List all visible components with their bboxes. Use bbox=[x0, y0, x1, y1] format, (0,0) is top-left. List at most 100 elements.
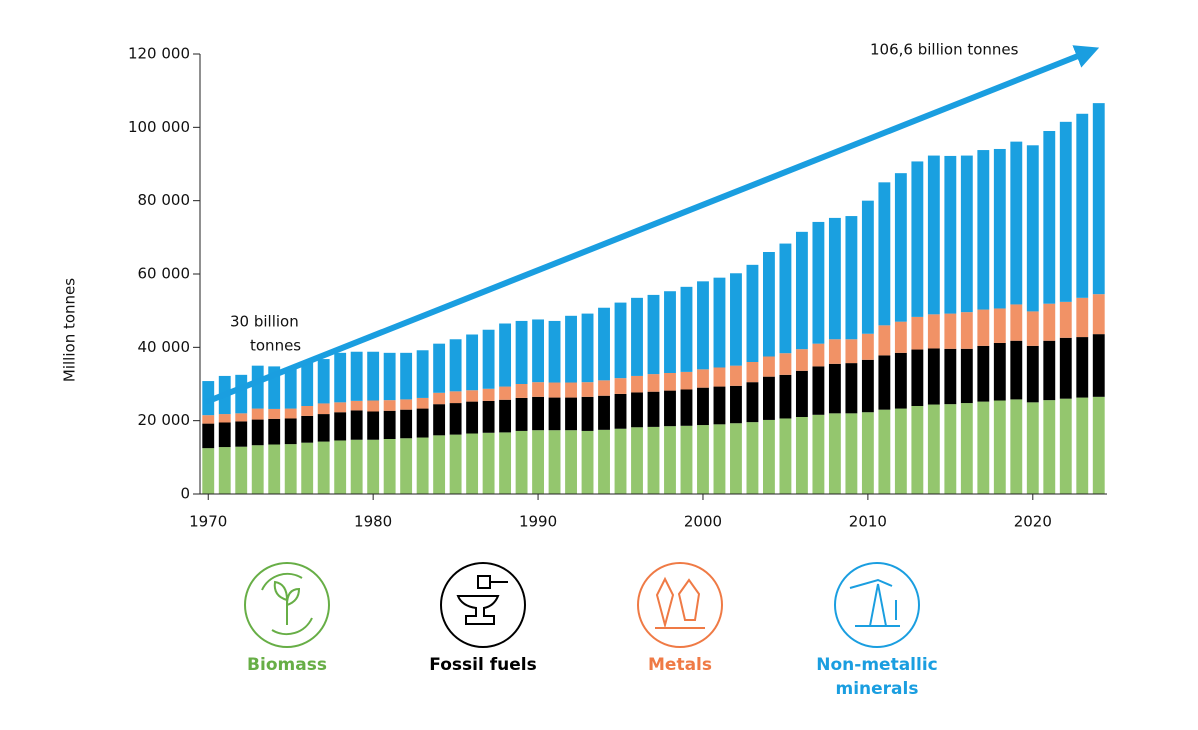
y-tick-label: 40 000 bbox=[138, 338, 191, 356]
bar-segment bbox=[894, 173, 907, 322]
bar-segment bbox=[944, 313, 957, 349]
bar-segment bbox=[383, 352, 396, 401]
bar-segment bbox=[894, 321, 907, 353]
annotation: 106,6 billion tonnes bbox=[870, 41, 1019, 59]
bar-segment bbox=[416, 397, 429, 409]
bar-segment bbox=[367, 400, 380, 412]
bar-segment bbox=[795, 349, 808, 371]
bar-segment bbox=[746, 422, 759, 494]
bar-segment bbox=[515, 430, 528, 494]
bar-segment bbox=[598, 380, 610, 396]
bar-segment bbox=[713, 367, 726, 387]
legend-label: Fossil fuels bbox=[429, 655, 536, 675]
annotation: tonnes bbox=[250, 337, 301, 355]
bar-segment bbox=[400, 409, 413, 439]
x-tick-label: 2020 bbox=[1014, 513, 1052, 531]
bar-segment bbox=[894, 408, 907, 494]
bar-segment bbox=[1026, 145, 1039, 312]
bar-segment bbox=[301, 406, 314, 416]
bar-segment bbox=[927, 314, 940, 349]
bar-segment bbox=[317, 403, 330, 415]
bar-segment bbox=[466, 390, 479, 402]
bar-segment bbox=[1010, 399, 1023, 494]
bar-segment bbox=[499, 399, 512, 433]
bar-segment bbox=[795, 417, 808, 494]
bar-segment bbox=[614, 302, 627, 379]
bar-segment bbox=[433, 343, 446, 393]
bar-segment bbox=[1026, 402, 1039, 494]
bar-segment bbox=[317, 441, 330, 494]
bar-segment bbox=[680, 425, 693, 494]
bar-segment bbox=[515, 397, 528, 431]
legend-label: Biomass bbox=[247, 655, 327, 675]
bar-segment bbox=[598, 429, 610, 494]
bar-segment bbox=[647, 374, 660, 392]
bar-segment bbox=[845, 413, 858, 494]
bar-segment bbox=[334, 352, 347, 403]
bar-segment bbox=[680, 371, 693, 390]
bar-segment bbox=[762, 356, 775, 377]
bar-segment bbox=[466, 433, 479, 494]
bar-segment bbox=[828, 363, 841, 414]
bar-segment bbox=[762, 376, 775, 420]
bar-segment bbox=[218, 447, 231, 494]
bar-segment bbox=[532, 319, 545, 383]
bar-segment bbox=[268, 408, 281, 419]
bar-segment bbox=[202, 423, 215, 449]
bar-segment bbox=[713, 277, 726, 368]
bar-segment bbox=[515, 320, 528, 384]
bar-segment bbox=[664, 390, 676, 427]
bar-segment bbox=[334, 440, 347, 494]
bar-segment bbox=[598, 395, 610, 430]
bar-segment bbox=[532, 430, 545, 494]
legend-icons bbox=[244, 562, 920, 648]
bar-segment bbox=[400, 438, 413, 494]
bar-segment bbox=[697, 281, 709, 370]
bar-segment bbox=[565, 397, 577, 431]
bar-segment bbox=[202, 448, 215, 494]
bar-segment bbox=[251, 408, 264, 420]
legend-label: Metals bbox=[648, 655, 712, 675]
bar-segment bbox=[812, 414, 825, 494]
bar-segment bbox=[1026, 311, 1039, 346]
bar-segment bbox=[548, 397, 561, 431]
bar-segment bbox=[317, 414, 330, 442]
bar-segment bbox=[400, 399, 413, 410]
bar-segment bbox=[202, 415, 215, 424]
bar-segment bbox=[944, 404, 957, 494]
bar-segment bbox=[861, 359, 874, 413]
bar-segment bbox=[713, 424, 726, 494]
bar-segment bbox=[631, 427, 643, 494]
bar-segment bbox=[268, 366, 281, 409]
bar-segment bbox=[762, 419, 775, 494]
bar-segment bbox=[1043, 340, 1056, 401]
bar-segment bbox=[664, 291, 676, 373]
bar-segment bbox=[1010, 141, 1023, 305]
bar-segment bbox=[284, 444, 297, 494]
bar-segment bbox=[977, 345, 990, 402]
bar-segment bbox=[1076, 337, 1089, 398]
bar-segment bbox=[350, 439, 363, 494]
bar-segment bbox=[944, 348, 957, 405]
bar-segment bbox=[680, 389, 693, 426]
bar-segment bbox=[944, 155, 957, 314]
bar-segment bbox=[235, 421, 248, 447]
bar-segment bbox=[235, 446, 248, 494]
bar-segment bbox=[647, 294, 660, 375]
y-tick-label: 0 bbox=[180, 485, 190, 503]
bar-segment bbox=[532, 382, 545, 397]
bar-segment bbox=[218, 414, 231, 423]
bar-segment bbox=[218, 422, 231, 448]
bar-segment bbox=[416, 350, 429, 398]
bar-segment bbox=[647, 391, 660, 427]
bar-segment bbox=[482, 329, 495, 389]
bar-segment bbox=[449, 403, 462, 435]
bar-segment bbox=[532, 396, 545, 431]
bar-segment bbox=[433, 392, 446, 405]
bar-segment bbox=[812, 366, 825, 415]
bar-segment bbox=[795, 370, 808, 417]
bar-segment bbox=[812, 343, 825, 367]
bar-segment bbox=[828, 339, 841, 364]
bar-segment bbox=[565, 315, 577, 383]
